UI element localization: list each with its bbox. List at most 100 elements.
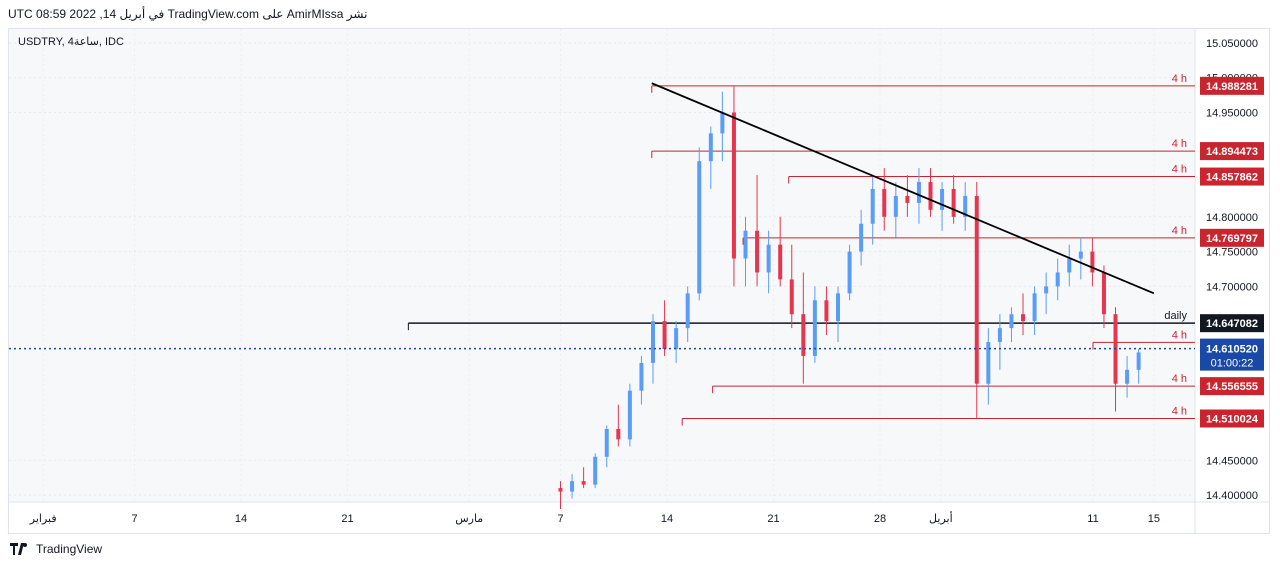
candle-body: [940, 188, 945, 210]
x-tick-label: 21: [767, 513, 779, 525]
candle-body: [893, 195, 898, 217]
y-tick-label: 14.400000: [1206, 490, 1258, 502]
level-note: daily: [1164, 310, 1187, 322]
x-tick-label: فبراير: [29, 513, 57, 525]
x-tick-label: 7: [557, 513, 563, 525]
x-tick-label: 14: [661, 513, 673, 525]
y-tick-label: 14.750000: [1206, 247, 1258, 259]
candle-body: [928, 182, 933, 210]
candle-body: [1090, 251, 1095, 273]
y-tick-label: 15.050000: [1206, 38, 1258, 50]
candle-body: [916, 182, 921, 203]
candle-body: [651, 321, 656, 363]
x-tick-label: 14: [235, 513, 247, 525]
level-note: 4 h: [1172, 73, 1187, 85]
candlestick-series: [558, 86, 1141, 509]
time-axis: فبراير 7 14 21 مارس 7 14 21 28 أبريل 11 15: [29, 511, 1160, 525]
candle-body: [1009, 314, 1014, 329]
logo-text: TradingView: [36, 542, 103, 556]
price-tag-text: 14.510024: [1206, 414, 1259, 426]
candle-body: [731, 112, 736, 259]
price-tag-bg: [1200, 228, 1264, 247]
candle-body: [708, 133, 713, 162]
candle-body: [836, 293, 841, 322]
price-axis: 15.05000015.00000014.95000014.80000014.7…: [1200, 38, 1264, 502]
publish-line: نشر AmirMIssa على TradingView.com في أبر…: [8, 7, 368, 21]
candle-body: [1067, 258, 1072, 273]
candle-body: [870, 188, 875, 224]
candle-body: [593, 456, 598, 485]
horizontal-levels: 4 h 4 h 4 h 4 h daily 4 h 4 h 4 h: [407, 73, 1195, 426]
candle-body: [974, 195, 979, 384]
x-tick-label: مارس: [455, 513, 483, 525]
candle-body: [882, 188, 887, 217]
candle-body: [627, 390, 632, 440]
candle-body: [986, 342, 991, 384]
descending-trendline: [651, 82, 1155, 295]
bar-countdown-text: 01:00:22: [1211, 358, 1254, 370]
x-tick-label: 7: [131, 513, 137, 525]
candle-body: [616, 428, 621, 440]
candle-body: [1021, 314, 1026, 322]
price-tag-bg: [1200, 377, 1264, 396]
publish-header: نشر AmirMIssa على TradingView.com في أبر…: [0, 0, 1280, 28]
level-note: 4 h: [1172, 225, 1187, 237]
candle-body: [1032, 293, 1037, 322]
candle-body: [697, 161, 702, 294]
candle-body: [720, 112, 725, 134]
candle-body: [581, 481, 586, 485]
x-tick-label: 15: [1148, 513, 1160, 525]
candle-body: [685, 293, 690, 329]
candle-body: [766, 244, 771, 273]
price-tag-bg: [1200, 409, 1264, 428]
x-tick-label: 28: [874, 513, 886, 525]
price-tag-text: 14.647082: [1206, 318, 1258, 330]
candle-body: [778, 244, 783, 280]
x-tick-label: 21: [341, 513, 353, 525]
price-tag-text: 14.894473: [1206, 146, 1258, 158]
price-tag-text: 14.857862: [1206, 172, 1258, 184]
candle-body: [1044, 286, 1049, 294]
price-tag-bg: [1200, 142, 1264, 161]
candle-body: [1136, 352, 1141, 370]
price-tag-text: 14.988281: [1206, 81, 1258, 93]
candle-body: [847, 251, 852, 294]
x-tick-label: أبريل: [929, 511, 953, 525]
level-note: 4 h: [1172, 164, 1187, 176]
candle-body: [1078, 251, 1083, 259]
candle-body: [951, 188, 956, 217]
y-tick-label: 14.800000: [1206, 212, 1258, 224]
x-tick-label: 11: [1087, 513, 1098, 525]
chart-frame: [8, 28, 1270, 534]
symbol-line: USDTRY, 4ساعة, IDC: [18, 36, 124, 48]
y-tick-label: 14.700000: [1206, 281, 1258, 293]
candle-body: [1101, 272, 1106, 315]
current-price-text: 14.610520: [1206, 344, 1258, 356]
candle-body: [558, 488, 563, 492]
price-tag-text: 14.769797: [1206, 233, 1258, 245]
candle-body: [570, 481, 575, 492]
trendline: [9, 82, 1195, 350]
candle-body: [997, 328, 1002, 343]
level-note: 4 h: [1172, 406, 1187, 418]
price-tag-bg: [1200, 167, 1264, 186]
candle-body: [859, 223, 864, 252]
plot-background: [9, 29, 1195, 502]
chart-grid: [9, 29, 1270, 533]
tradingview-logo[interactable]: TradingView: [10, 541, 102, 557]
current-price-tag-bg: [1200, 338, 1264, 371]
y-tick-label: 14.450000: [1206, 455, 1258, 467]
candle-body: [1125, 369, 1130, 384]
level-note: 4 h: [1172, 329, 1187, 341]
price-tag-bg: [1200, 314, 1264, 333]
candle-body: [789, 279, 794, 315]
candle-body: [743, 230, 748, 259]
candle-body: [812, 300, 817, 356]
candle-body: [674, 328, 679, 349]
candle-body: [662, 321, 667, 349]
price-tag-text: 14.556555: [1206, 381, 1258, 393]
candle-body: [604, 428, 609, 457]
tradingview-logo-icon: [10, 543, 27, 555]
candle-body: [905, 195, 910, 203]
